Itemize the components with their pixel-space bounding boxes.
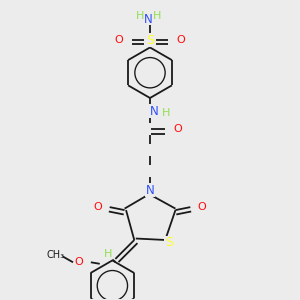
Text: O: O (198, 202, 207, 212)
Text: H: H (104, 250, 112, 260)
Text: N: N (144, 13, 153, 26)
Text: N: N (146, 184, 154, 196)
Text: N: N (150, 105, 159, 118)
Text: H: H (162, 108, 170, 118)
Text: O: O (75, 257, 83, 267)
Text: O: O (174, 124, 183, 134)
Text: O: O (177, 35, 186, 45)
Text: H: H (135, 11, 144, 21)
Text: S: S (165, 236, 173, 250)
Text: CH₃: CH₃ (46, 250, 64, 260)
Text: O: O (93, 202, 102, 212)
Text: H: H (153, 11, 162, 21)
Text: O: O (114, 35, 123, 45)
Text: S: S (146, 34, 154, 46)
